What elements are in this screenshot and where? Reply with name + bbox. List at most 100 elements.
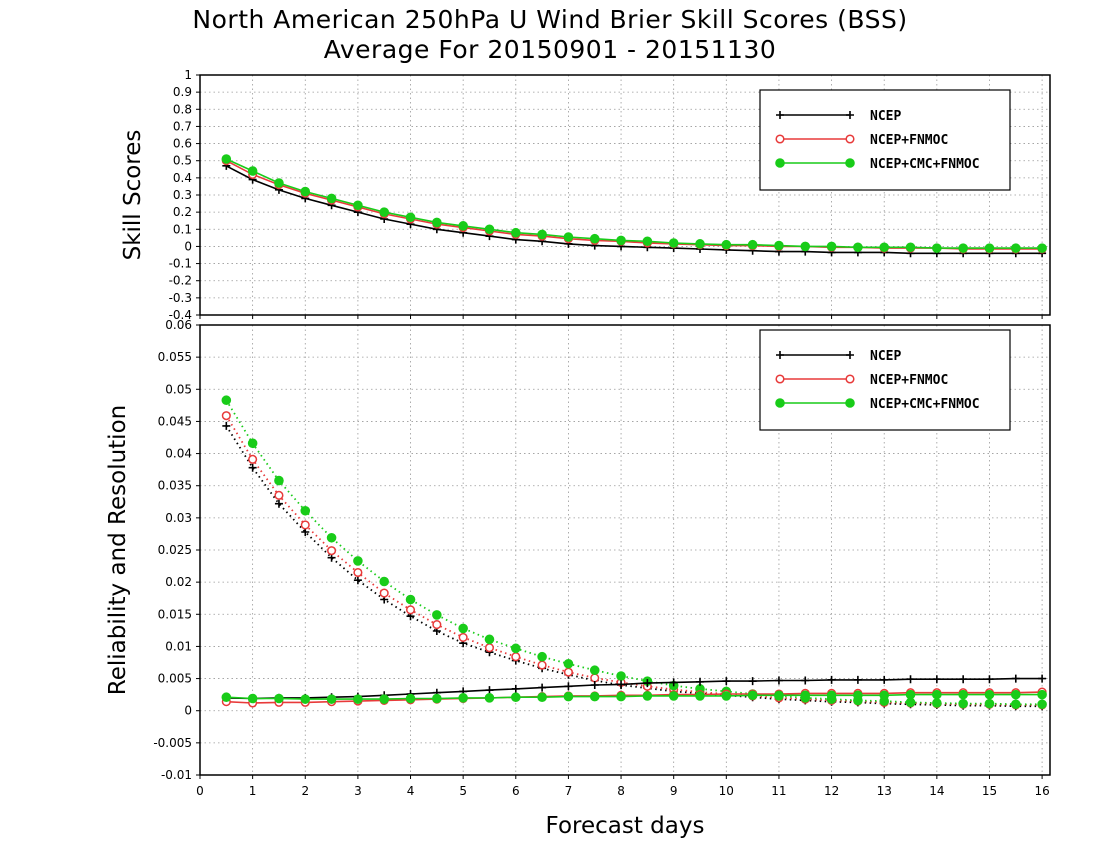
legend-box xyxy=(759,89,1011,191)
data-point xyxy=(379,694,390,704)
legend-label: NCEP+FNMOC xyxy=(870,133,948,148)
data-point xyxy=(274,490,284,500)
y-tick-label: 0.2 xyxy=(173,205,192,219)
y-tick-label: 0.035 xyxy=(158,479,192,493)
data-point xyxy=(642,691,653,701)
data-point xyxy=(353,567,363,578)
data-point xyxy=(248,454,258,464)
y-tick-label: -0.3 xyxy=(169,291,192,305)
data-point xyxy=(800,241,811,252)
data-point xyxy=(932,698,942,708)
data-point xyxy=(853,690,863,701)
data-point xyxy=(300,520,310,530)
data-point xyxy=(326,532,337,543)
data-point xyxy=(563,667,573,677)
data-point xyxy=(853,242,863,253)
data-point xyxy=(959,675,968,684)
data-point xyxy=(510,692,521,703)
y-tick-label: 0.5 xyxy=(173,154,192,168)
data-point xyxy=(696,677,704,686)
data-point xyxy=(537,229,547,240)
legend-label: NCEP xyxy=(870,349,901,364)
x-tick-label: 12 xyxy=(824,784,839,798)
data-point xyxy=(932,689,942,700)
data-point xyxy=(801,676,810,685)
data-point xyxy=(984,698,995,709)
data-point xyxy=(1037,699,1047,710)
panel-1: 1 0.9 0.8 0.7 0.6 0.5 0.4 0.3 0.2 0.1 0 -0.1 -0.2 -0.… xyxy=(120,68,1051,322)
data-point xyxy=(800,690,811,701)
data-point xyxy=(932,243,942,253)
data-point xyxy=(353,694,363,704)
y-tick-label: 0.025 xyxy=(158,543,192,557)
y-tick-label: 0.015 xyxy=(158,607,192,621)
series-ncep-resolution xyxy=(222,421,1047,711)
x-tick-label: 4 xyxy=(407,784,415,798)
data-point xyxy=(537,660,547,670)
data-point xyxy=(617,680,626,689)
plot-frame xyxy=(199,74,1051,316)
data-point xyxy=(458,693,468,703)
chart-title: North American 250hPa U Wind Brier Skill… xyxy=(192,5,908,34)
legend-marker xyxy=(846,111,854,119)
data-point xyxy=(221,411,231,421)
data-point xyxy=(300,694,311,704)
x-tick-label: 11 xyxy=(771,784,786,798)
data-point xyxy=(616,691,626,702)
x-tick-label: 7 xyxy=(565,784,573,798)
data-point xyxy=(432,610,442,620)
y-tick-label: 0.4 xyxy=(173,171,192,185)
data-point xyxy=(432,217,442,228)
data-point xyxy=(274,475,284,486)
data-point xyxy=(221,395,232,406)
y-tick-label: 0.055 xyxy=(158,350,192,364)
data-point xyxy=(458,623,468,634)
data-point xyxy=(563,691,574,702)
data-point xyxy=(1038,674,1047,683)
x-tick-label: 1 xyxy=(249,784,257,798)
data-point xyxy=(432,693,442,704)
data-point xyxy=(853,675,862,684)
legend-marker xyxy=(776,111,784,119)
data-point xyxy=(538,683,547,692)
data-point xyxy=(695,239,705,249)
data-point xyxy=(248,463,257,472)
x-tick-label: 13 xyxy=(877,784,892,798)
series-line xyxy=(226,677,1043,700)
data-point xyxy=(326,193,337,204)
data-point xyxy=(589,665,600,676)
data-point xyxy=(511,684,520,693)
data-point xyxy=(669,678,678,687)
data-point xyxy=(984,243,995,253)
legend-marker xyxy=(845,134,855,144)
y-tick-label: -0.1 xyxy=(169,257,192,271)
legend: NCEP NCEP+FNMOC NCEP+CMC+FNMOC xyxy=(759,329,1011,431)
y-tick-label: 0.06 xyxy=(165,318,192,332)
data-point xyxy=(484,643,495,653)
y-tick-label: 0.02 xyxy=(165,575,192,589)
data-point xyxy=(1010,243,1021,253)
y-tick-label: 0.3 xyxy=(173,188,192,202)
series-line xyxy=(225,425,1043,708)
legend-marker xyxy=(846,351,854,359)
y-tick-label: 0 xyxy=(184,239,192,253)
data-point xyxy=(774,676,783,685)
data-point xyxy=(353,200,363,211)
x-tick-label: 2 xyxy=(301,784,309,798)
data-point xyxy=(379,207,390,217)
y-tick-label: 0.05 xyxy=(165,382,192,396)
data-point xyxy=(668,691,679,701)
legend-marker xyxy=(845,374,855,384)
legend-marker xyxy=(845,398,855,408)
data-point xyxy=(1010,699,1021,710)
series-ncep-fnmoc-resolution xyxy=(221,411,1047,710)
data-point xyxy=(905,689,916,700)
data-point xyxy=(721,691,732,701)
data-point xyxy=(537,651,547,662)
data-point xyxy=(958,689,968,700)
data-point xyxy=(826,690,837,701)
data-point xyxy=(405,212,416,223)
legend-label: NCEP xyxy=(870,109,901,124)
data-point xyxy=(879,242,890,253)
